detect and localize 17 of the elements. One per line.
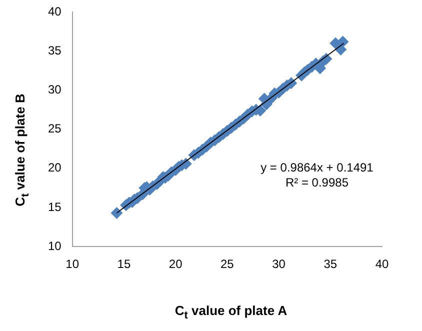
x-tick-label: 20 [168,257,183,272]
x-tick-label: 35 [324,257,338,272]
y-tick-label: 15 [48,200,62,214]
y-tick-label: 35 [48,43,62,58]
x-tick-label: 15 [117,257,131,272]
y-tick-label: 25 [48,122,62,136]
x-tick-label: 10 [66,257,80,272]
x-tick-label: 30 [272,257,286,272]
y-tick-label: 30 [48,82,62,97]
y-tick-label: 40 [48,4,62,18]
y-tick-label: 20 [48,160,62,175]
y-tick-label: 10 [48,238,62,253]
x-axis-title: C$_{t}$ value of plate A [174,303,288,322]
x-tick-label: 25 [220,257,234,272]
annotation: y = 0.9864x + 0.1491 [260,160,374,175]
annotation: R² = 0.9985 [285,176,349,190]
x-tick-label: 40 [375,257,389,272]
